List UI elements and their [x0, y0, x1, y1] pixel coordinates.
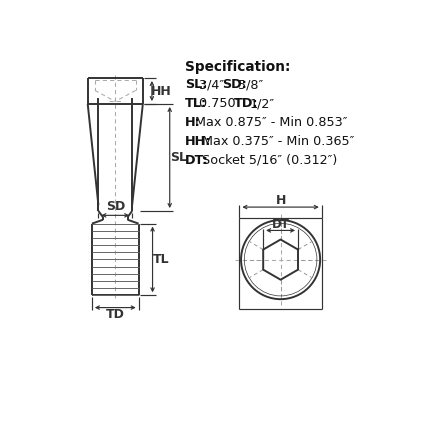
Text: TD:: TD:: [234, 97, 258, 110]
Text: Specification:: Specification:: [185, 60, 290, 74]
Text: SL: SL: [171, 151, 187, 164]
Text: 5/8″: 5/8″: [238, 78, 264, 91]
Text: SD:: SD:: [223, 78, 247, 91]
Text: SL:: SL:: [185, 78, 207, 91]
Text: 0.750″: 0.750″: [199, 97, 245, 110]
Text: HH: HH: [151, 85, 171, 98]
Text: Socket 5/16″ (0.312″): Socket 5/16″ (0.312″): [203, 154, 338, 167]
Text: DT: DT: [272, 218, 290, 231]
Text: TD: TD: [106, 308, 125, 321]
Text: SD: SD: [106, 200, 125, 213]
Text: H: H: [275, 194, 286, 207]
Text: HH:: HH:: [185, 135, 211, 148]
Text: Max 0.875″ - Min 0.853″: Max 0.875″ - Min 0.853″: [195, 116, 347, 129]
Text: 1/2″: 1/2″: [250, 97, 274, 110]
Text: TL:: TL:: [185, 97, 207, 110]
Text: TL: TL: [153, 253, 170, 266]
Text: Max 0.375″ - Min 0.365″: Max 0.375″ - Min 0.365″: [203, 135, 355, 148]
Text: DT:: DT:: [185, 154, 209, 167]
Text: 3/4″: 3/4″: [199, 78, 228, 91]
Text: H:: H:: [185, 116, 201, 129]
